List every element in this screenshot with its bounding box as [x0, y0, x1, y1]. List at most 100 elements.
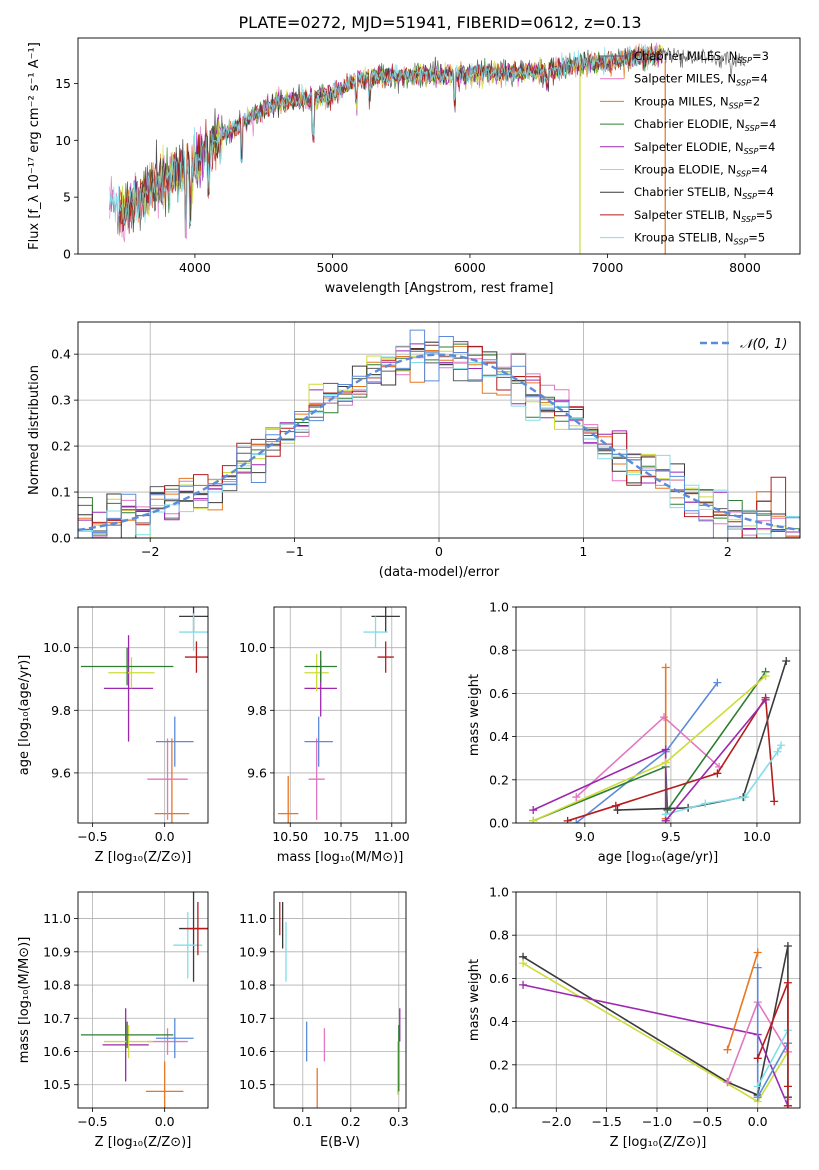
- x-tick-label: 10.50: [272, 829, 308, 844]
- axes-frame: [77, 606, 209, 824]
- y-tick-label: 9.8: [247, 703, 267, 718]
- y-tick-label: 10.8: [239, 978, 267, 993]
- y-tick-label: 10.0: [43, 640, 71, 655]
- y-tick-label: 0.8: [489, 643, 509, 658]
- legend-series-name: Chabrier MILES: [634, 49, 721, 63]
- legend-nssp-number: 4: [768, 140, 775, 154]
- weight-point-marker: [661, 663, 670, 672]
- weight-point-marker: [753, 1054, 762, 1063]
- y-tick-label: 11.0: [43, 911, 71, 926]
- weight-point-marker: [783, 1101, 792, 1108]
- legend-nssp-prefix: , N: [720, 72, 736, 86]
- y-tick-label: 0: [63, 247, 71, 262]
- legend-entry: Kroupa MILES, NSSP=2: [634, 94, 760, 110]
- y-tick-label: 0.4: [489, 1014, 509, 1029]
- legend-nssp-subscript: SSP: [745, 124, 760, 133]
- weight-point-marker: [572, 793, 581, 802]
- y-tick-label: 0.2: [51, 439, 71, 454]
- y-tick-label: 10.6: [239, 1044, 267, 1059]
- y-axis-label: mass weight: [467, 674, 482, 756]
- x-axis-label: Z [log₁₀(Z/Z⊙)]: [95, 850, 192, 865]
- legend-series-name: Salpeter STELIB: [634, 208, 725, 222]
- legend-nssp-number: 3: [762, 49, 769, 63]
- weight-point-marker: [519, 959, 528, 968]
- axes-frame: [273, 606, 407, 824]
- weight-point-marker: [563, 816, 572, 823]
- weight-point-marker: [529, 816, 538, 823]
- plot-area: [80, 892, 208, 1108]
- mass-weight-vs-metallicity-panel: −2.0 −1.5 −1.0 −0.5 0.0 0.0 0.2 0.4 0.6 0.8 1.0 Z […: [467, 885, 801, 1150]
- plot-area: [78, 329, 800, 538]
- legend-nssp-number: 4: [767, 185, 774, 199]
- y-axis-label: Flux [f_λ 10⁻¹⁷ erg cm⁻² s⁻¹ A⁻¹]: [27, 42, 42, 250]
- weight-point-marker: [701, 799, 710, 808]
- axes-frame: [77, 321, 801, 539]
- y-tick-label: 10: [55, 133, 71, 148]
- residual-histogram: [78, 329, 800, 538]
- weight-point-marker: [761, 695, 770, 704]
- y-tick-label: 5: [63, 190, 71, 205]
- weight-point-marker: [611, 801, 620, 810]
- weight-point-marker: [753, 1093, 762, 1102]
- y-tick-label: 11.0: [239, 911, 267, 926]
- spectrum-panel: 4000 5000 6000 7000 8000 0 5 10 15 wavelength [An…: [27, 37, 801, 296]
- weight-line: [575, 682, 719, 823]
- y-tick-label: 10.9: [239, 944, 267, 959]
- x-tick-label: 0.0: [748, 1114, 768, 1129]
- legend-nssp-subscript: SSP: [736, 170, 751, 179]
- legend-nssp-value: =: [758, 140, 768, 154]
- weight-line: [665, 699, 767, 822]
- mass-vs-extinction-panel: 0.1 0.2 0.3 10.5 10.6 10.7 10.8 10.9 11.0 E(B-V): [239, 891, 409, 1150]
- y-tick-label: 0.0: [51, 531, 71, 546]
- x-axis-label: Z [log₁₀(Z/Z⊙)]: [610, 1135, 707, 1150]
- age-vs-metallicity-panel: −0.5 0.0 9.6 9.8 10.0 Z [log₁₀(Z/Z⊙)] age [log…: [17, 606, 209, 865]
- weight-point-marker: [782, 657, 791, 665]
- x-tick-label: 5000: [317, 260, 349, 275]
- weight-point-marker: [660, 713, 669, 722]
- x-axis-label: mass [log₁₀(M/M⊙)]: [277, 850, 404, 865]
- weight-point-marker: [723, 1045, 732, 1054]
- y-tick-label: 0.4: [51, 347, 71, 362]
- weight-point-marker: [753, 963, 762, 972]
- legend-series-name: Salpeter ELODIE: [634, 140, 728, 154]
- legend-nssp-subscript: SSP: [729, 101, 744, 110]
- y-tick-label: 0.4: [489, 729, 509, 744]
- y-tick-label: 15: [55, 76, 71, 91]
- x-axis-label: (data-model)/error: [379, 565, 500, 580]
- legend-nssp-number: 4: [769, 117, 776, 131]
- x-axis-label: Z [log₁₀(Z/Z⊙)]: [95, 1135, 192, 1150]
- legend-series-name: Kroupa STELIB: [634, 231, 718, 245]
- legend-entry: Salpeter ELODIE, NSSP=4: [634, 140, 775, 156]
- y-tick-label: 10.0: [239, 640, 267, 655]
- legend-entry: Salpeter STELIB, NSSP=5: [634, 208, 773, 224]
- legend-nssp-prefix: , N: [721, 49, 737, 63]
- x-tick-label: 1: [579, 544, 587, 559]
- legend-nssp-prefix: , N: [720, 163, 736, 177]
- x-tick-label: −0.5: [692, 1114, 722, 1129]
- legend-nssp-prefix: , N: [726, 185, 742, 199]
- y-axis-label: mass weight: [467, 959, 482, 1041]
- y-tick-label: 0.3: [51, 393, 71, 408]
- x-tick-label: −0.5: [77, 829, 107, 844]
- x-tick-label: 4000: [179, 260, 211, 275]
- legend-nssp-subscript: SSP: [742, 192, 757, 201]
- x-tick-label: 8000: [729, 260, 761, 275]
- axes-frame: [77, 891, 209, 1109]
- x-axis-label: E(B-V): [320, 1135, 360, 1150]
- y-tick-label: 10.9: [43, 944, 71, 959]
- legend-nssp-prefix: , N: [728, 140, 744, 154]
- weight-line: [756, 982, 789, 1106]
- weight-point-marker: [770, 797, 779, 806]
- x-tick-label: −0.5: [77, 1114, 107, 1129]
- legend-entry: 𝒩(0, 1): [740, 337, 787, 352]
- figure-title: PLATE=0272, MJD=51941, FIBERID=0612, z=0…: [238, 13, 641, 32]
- legend-nssp-number: 5: [765, 208, 772, 222]
- y-tick-label: 9.8: [51, 703, 71, 718]
- legend-nssp-value: =: [757, 185, 767, 199]
- legend-entry: Kroupa STELIB, NSSP=5: [634, 231, 765, 247]
- y-tick-label: 0.6: [489, 686, 509, 701]
- weight-point-marker: [661, 758, 670, 767]
- legend-nssp-value: =: [748, 231, 758, 245]
- x-tick-label: −1: [285, 544, 303, 559]
- y-tick-label: 1.0: [489, 885, 509, 900]
